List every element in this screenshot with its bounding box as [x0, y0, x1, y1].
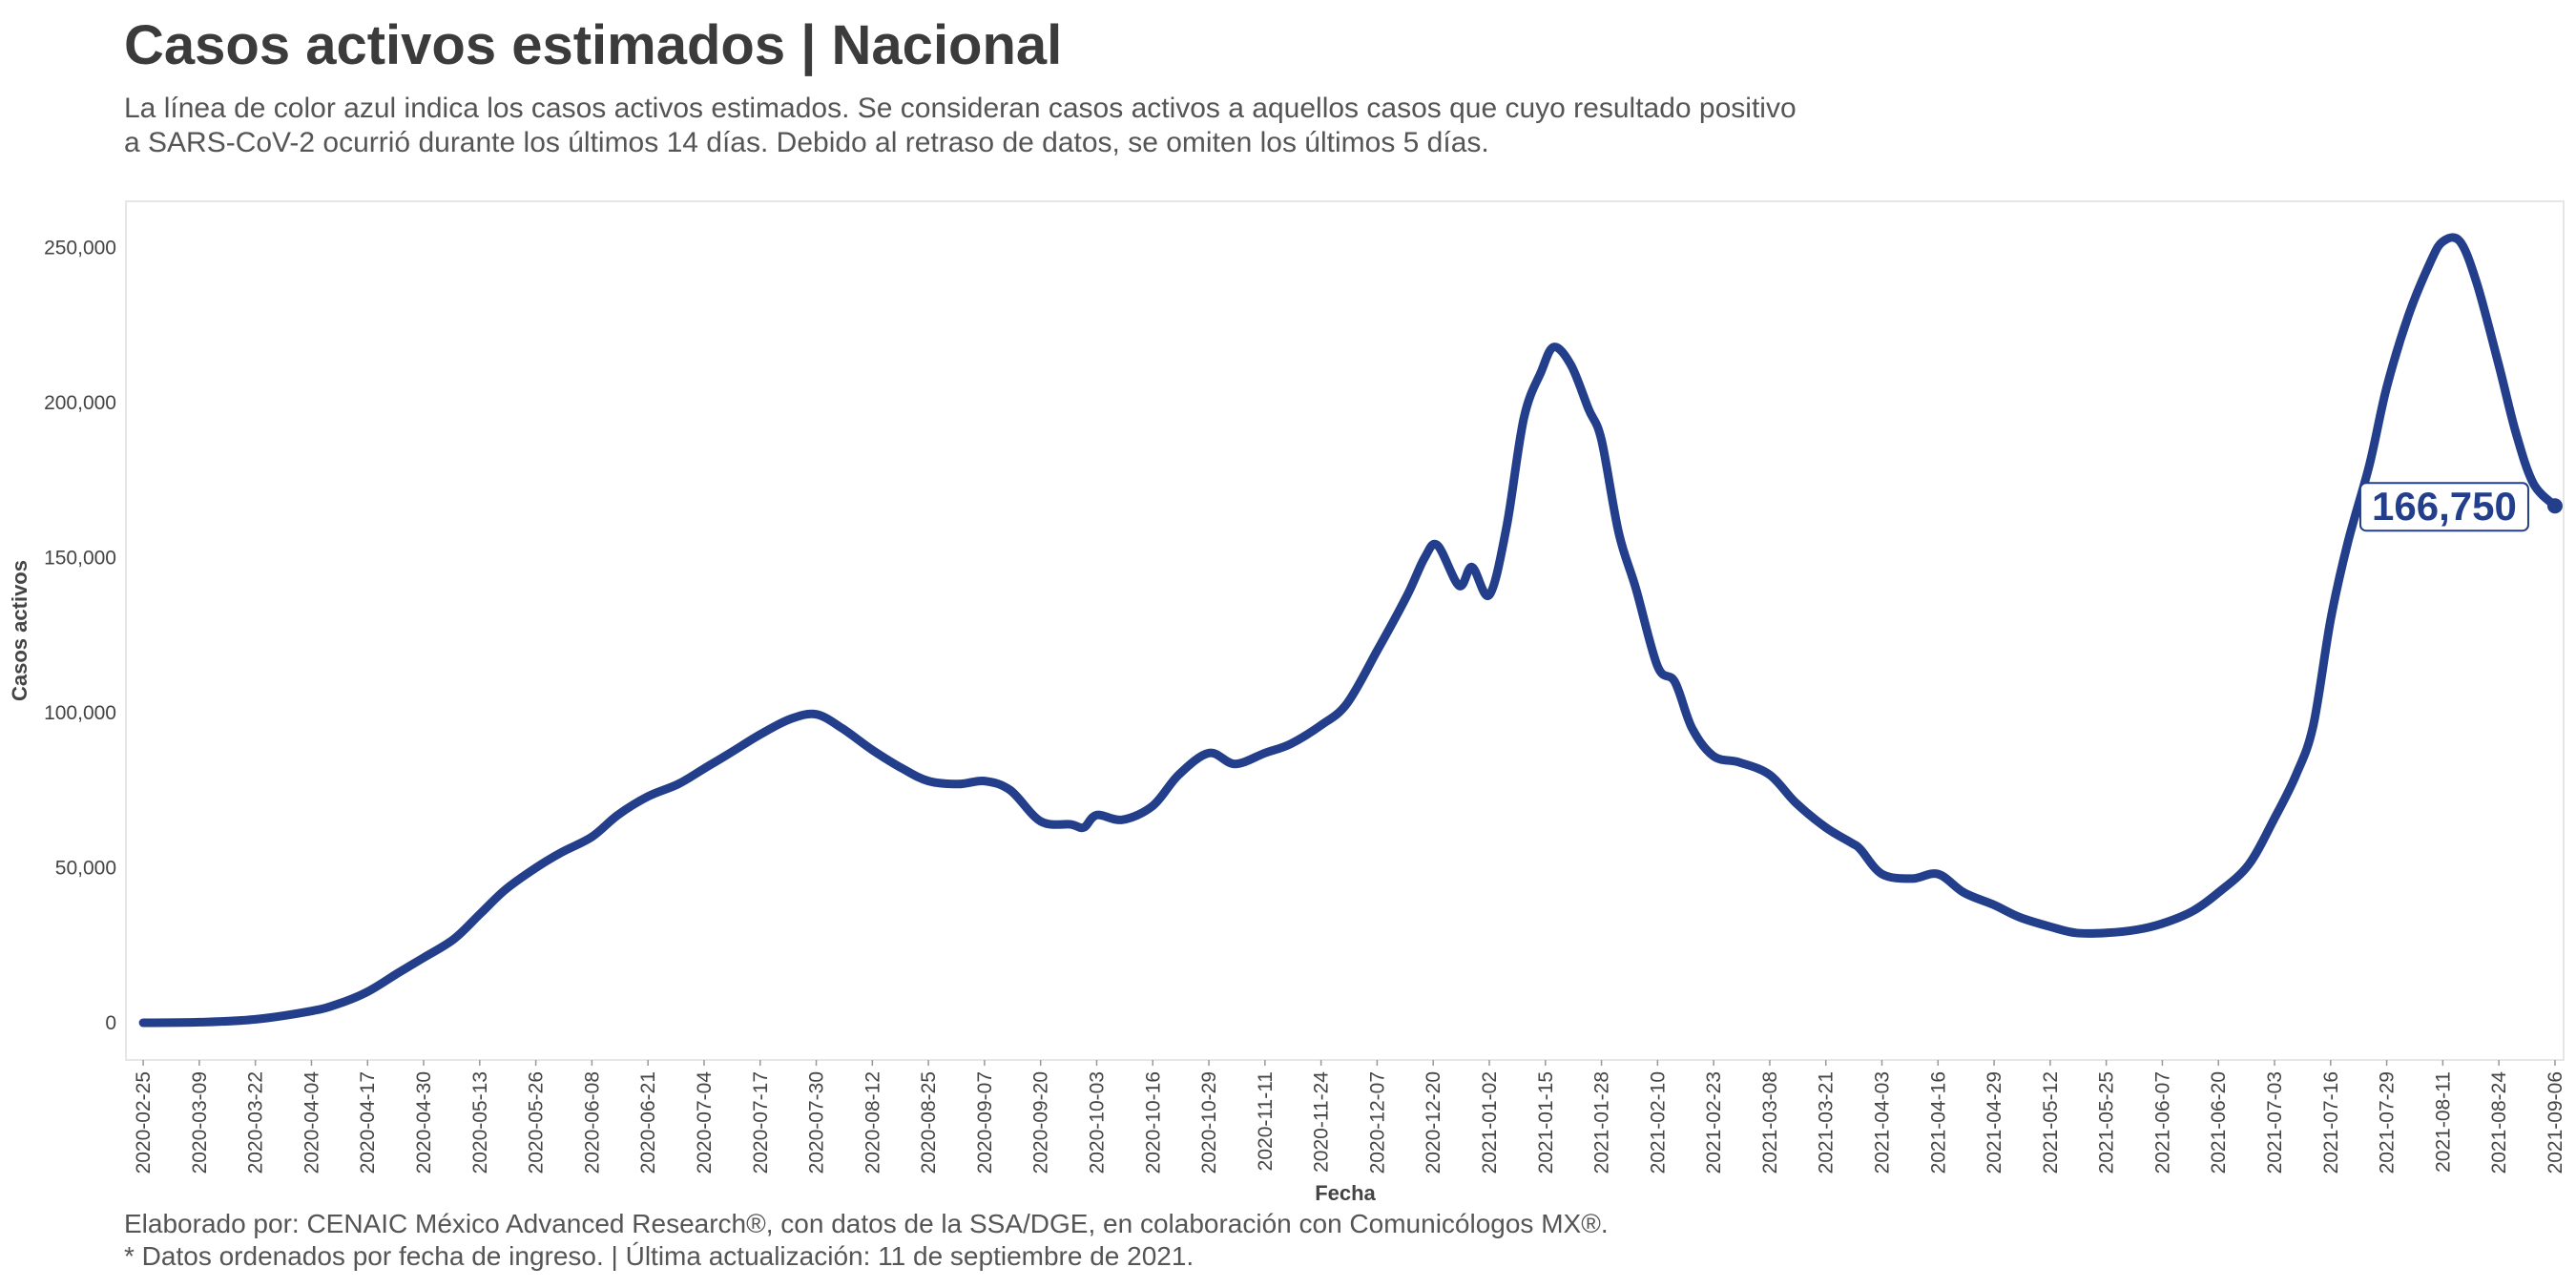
x-tick-label: 2020-07-04 — [694, 1071, 716, 1174]
x-tick-label: 2021-02-10 — [1647, 1071, 1669, 1174]
x-tick-label: 2021-07-29 — [2377, 1071, 2399, 1174]
x-tick-label: 2021-06-07 — [2151, 1071, 2173, 1174]
x-tick-label: 2021-02-23 — [1703, 1071, 1725, 1174]
y-tick-label: 200,000 — [44, 392, 116, 414]
y-tick-label: 250,000 — [44, 238, 116, 260]
end-label-box — [2358, 482, 2529, 532]
x-tick-label: 2021-01-28 — [1591, 1071, 1613, 1174]
x-tick-label: 2020-07-17 — [750, 1071, 772, 1174]
x-tick-label: 2021-04-16 — [1927, 1071, 1949, 1174]
x-tick-label: 2020-04-04 — [301, 1071, 322, 1174]
x-tick-label: 2020-03-09 — [189, 1071, 211, 1174]
y-axis-title: Casos activos — [8, 560, 31, 701]
y-tick-label: 0 — [105, 1012, 116, 1034]
y-tick-label: 100,000 — [44, 702, 116, 724]
x-tick-label: 2020-12-07 — [1366, 1071, 1388, 1174]
x-tick-label: 2020-12-20 — [1423, 1071, 1444, 1174]
x-tick-label: 2021-05-25 — [2096, 1071, 2118, 1174]
x-tick-label: 2020-08-25 — [918, 1071, 940, 1174]
x-tick-label: 2020-05-26 — [526, 1071, 548, 1174]
x-axis: 2020-02-25 2020-03-09 2020-03-22 2020-04-04… — [133, 1060, 2566, 1174]
x-tick-label: 2021-06-20 — [2208, 1071, 2230, 1174]
x-tick-label: 2020-10-03 — [1086, 1071, 1108, 1174]
x-tick-label: 2021-07-16 — [2320, 1071, 2342, 1174]
chart-title: Casos activos estimados | Nacional — [124, 14, 1063, 76]
x-tick-label: 2020-10-29 — [1198, 1071, 1220, 1174]
series-line-casos-activos — [138, 233, 2560, 1028]
x-tick-label: 2020-06-08 — [581, 1071, 603, 1174]
subtitle-line-2: a SARS-CoV-2 ocurrió durante los últimos… — [124, 127, 1489, 158]
x-tick-label: 2021-03-21 — [1816, 1071, 1838, 1174]
x-tick-label: 2020-09-20 — [1030, 1071, 1052, 1174]
series-end-point — [2546, 498, 2563, 514]
end-label: 166,750 — [2372, 484, 2517, 529]
x-tick-label: 2021-03-08 — [1759, 1071, 1781, 1174]
x-tick-label: 2021-01-15 — [1535, 1071, 1557, 1174]
x-tick-label: 2020-11-11 — [1255, 1071, 1277, 1171]
x-tick-label: 2020-02-25 — [133, 1071, 155, 1174]
x-tick-label: 2021-01-02 — [1479, 1071, 1501, 1174]
x-tick-label: 2021-04-29 — [1984, 1071, 2005, 1174]
x-tick-label: 2021-05-12 — [2040, 1071, 2062, 1174]
x-tick-label: 2020-08-12 — [862, 1071, 883, 1174]
x-tick-label: 2021-08-24 — [2488, 1071, 2510, 1174]
x-tick-label: 2020-04-30 — [413, 1071, 435, 1174]
caption-line-2: * Datos ordenados por fecha de ingreso. … — [124, 1241, 1195, 1271]
x-tick-label: 2020-07-30 — [806, 1071, 828, 1174]
chart-caption: Elaborado por: CENAIC México Advanced Re… — [124, 1208, 1609, 1273]
x-tick-label: 2020-06-21 — [637, 1071, 659, 1174]
y-tick-label: 50,000 — [55, 858, 116, 880]
y-tick-label: 150,000 — [44, 548, 116, 570]
x-tick-label: 2020-10-16 — [1142, 1071, 1164, 1174]
y-axis: 0 50,000 100,000 150,000 200,000 250,000 — [44, 238, 116, 1034]
x-tick-label: 2020-04-17 — [357, 1071, 379, 1174]
chart-subtitle: La línea de color azul indica los casos … — [124, 92, 1937, 160]
plot-panel — [125, 200, 2565, 1061]
x-tick-label: 2021-04-03 — [1872, 1071, 1894, 1174]
x-tick-label: 2021-07-03 — [2264, 1071, 2286, 1174]
x-tick-label: 2021-09-06 — [2545, 1071, 2566, 1174]
x-tick-label: 2020-05-13 — [469, 1071, 491, 1174]
caption-line-1: Elaborado por: CENAIC México Advanced Re… — [124, 1209, 1609, 1238]
x-tick-label: 2020-11-24 — [1311, 1071, 1333, 1173]
x-axis-title: Fecha — [1315, 1181, 1376, 1205]
subtitle-line-1: La línea de color azul indica los casos … — [124, 93, 1797, 124]
x-tick-label: 2020-03-22 — [245, 1071, 267, 1174]
x-tick-label: 2020-09-07 — [974, 1071, 996, 1174]
x-tick-label: 2021-08-11 — [2432, 1071, 2454, 1173]
